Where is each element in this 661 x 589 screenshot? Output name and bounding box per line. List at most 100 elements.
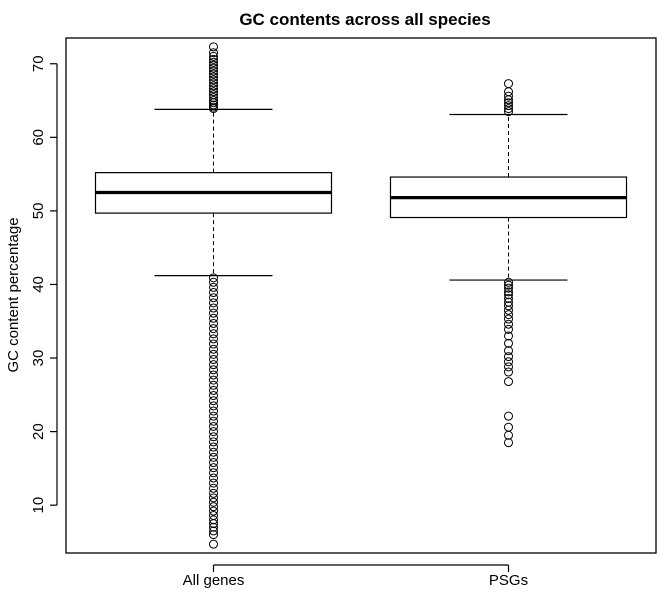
outlier-point bbox=[209, 483, 218, 493]
outlier-point bbox=[209, 51, 218, 61]
outlier-point bbox=[209, 329, 218, 339]
outlier-point bbox=[209, 81, 218, 91]
outlier-point bbox=[209, 104, 218, 114]
outlier-point bbox=[209, 427, 218, 437]
outlier-point bbox=[209, 365, 218, 375]
outlier-point bbox=[209, 334, 218, 344]
outlier-point bbox=[209, 303, 218, 313]
outlier-point bbox=[504, 101, 513, 111]
outlier-point bbox=[209, 48, 218, 58]
outlier-point bbox=[209, 308, 218, 318]
chart-title: GC contents across all species bbox=[239, 10, 490, 29]
outlier-point bbox=[209, 273, 218, 283]
outlier-point bbox=[504, 314, 513, 324]
outlier-point bbox=[504, 301, 513, 311]
outlier-point bbox=[209, 313, 218, 323]
outlier-point bbox=[209, 375, 218, 385]
y-tick-label-40: 40 bbox=[30, 276, 47, 293]
outlier-point bbox=[209, 391, 218, 401]
outlier-point bbox=[504, 362, 513, 372]
outlier-point bbox=[209, 396, 218, 406]
outlier-point bbox=[504, 79, 513, 89]
y-tick-label-10: 10 bbox=[30, 497, 47, 514]
outlier-point bbox=[209, 360, 218, 370]
outlier-point bbox=[209, 344, 218, 354]
outlier-point bbox=[209, 349, 218, 359]
outlier-point bbox=[209, 493, 218, 503]
outlier-point bbox=[209, 75, 218, 85]
outlier-point bbox=[504, 98, 513, 108]
outlier-point bbox=[504, 310, 513, 320]
outlier-point bbox=[209, 463, 218, 473]
x-tick-label-0: All genes bbox=[183, 572, 245, 589]
outlier-point bbox=[209, 355, 218, 365]
outlier-point bbox=[209, 488, 218, 498]
outlier-point bbox=[209, 497, 218, 507]
outlier-point bbox=[504, 377, 513, 387]
outlier-point bbox=[209, 416, 218, 426]
outlier-point bbox=[504, 283, 513, 293]
outlier-point bbox=[209, 432, 218, 442]
outlier-point bbox=[209, 502, 218, 512]
outlier-point bbox=[209, 421, 218, 431]
outlier-point bbox=[209, 57, 218, 67]
outlier-point bbox=[209, 318, 218, 328]
outlier-point bbox=[504, 293, 513, 303]
outlier-point bbox=[209, 406, 218, 416]
outlier-point bbox=[504, 430, 513, 440]
outlier-point bbox=[504, 104, 513, 114]
outlier-point bbox=[209, 506, 218, 516]
outlier-point bbox=[209, 69, 218, 79]
outlier-point bbox=[209, 522, 218, 532]
outlier-point bbox=[504, 422, 513, 432]
outlier-point bbox=[209, 411, 218, 421]
box-group-1 bbox=[389, 79, 628, 448]
outlier-point bbox=[209, 452, 218, 462]
y-tick-label-30: 30 bbox=[30, 350, 47, 367]
outlier-point bbox=[209, 87, 218, 97]
outlier-point bbox=[209, 72, 218, 82]
outlier-point bbox=[209, 447, 218, 457]
outlier-point bbox=[209, 519, 218, 529]
y-tick-label-60: 60 bbox=[30, 129, 47, 146]
outlier-point bbox=[209, 437, 218, 447]
outlier-point bbox=[209, 380, 218, 390]
outlier-point bbox=[209, 530, 218, 540]
outlier-point bbox=[504, 331, 513, 341]
plot-frame bbox=[65, 37, 657, 554]
outlier-point bbox=[209, 539, 218, 549]
outlier-point bbox=[209, 66, 218, 76]
boxes-layer bbox=[94, 42, 628, 549]
outlier-point bbox=[504, 338, 513, 348]
outlier-point bbox=[209, 42, 218, 52]
outlier-point bbox=[504, 280, 513, 290]
outlier-point bbox=[209, 370, 218, 380]
outlier-point bbox=[209, 442, 218, 452]
outlier-point bbox=[504, 319, 513, 329]
outlier-point bbox=[504, 107, 513, 117]
y-axis-label: GC content percentage bbox=[5, 217, 22, 372]
outlier-point bbox=[504, 91, 513, 101]
outlier-point bbox=[209, 339, 218, 349]
y-tick-label-50: 50 bbox=[30, 203, 47, 220]
outlier-point bbox=[209, 298, 218, 308]
outlier-point bbox=[209, 63, 218, 73]
outlier-point bbox=[504, 438, 513, 448]
outlier-point bbox=[209, 54, 218, 64]
outlier-point bbox=[209, 468, 218, 478]
outlier-point bbox=[209, 60, 218, 70]
y-tick-label-70: 70 bbox=[30, 55, 47, 72]
outlier-point bbox=[209, 473, 218, 483]
outlier-point bbox=[209, 84, 218, 94]
outlier-point bbox=[504, 346, 513, 356]
y-axis: 10 20 30 40 50 60 70 bbox=[30, 55, 58, 514]
x-axis: All genes PSGs bbox=[183, 564, 528, 589]
outlier-point bbox=[504, 277, 513, 287]
outlier-point bbox=[209, 515, 218, 525]
outlier-point bbox=[504, 290, 513, 300]
outlier-point bbox=[209, 293, 218, 303]
outlier-point bbox=[209, 100, 218, 110]
x-tick-label-1: PSGs bbox=[489, 572, 528, 589]
outlier-point bbox=[504, 287, 513, 297]
